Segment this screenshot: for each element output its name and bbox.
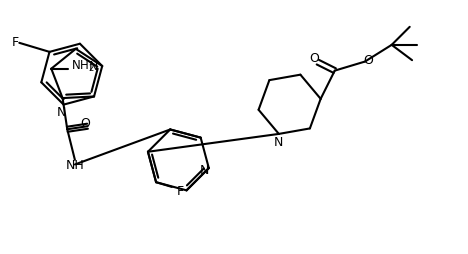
Text: O: O [310,52,320,66]
Text: F: F [12,36,19,49]
Text: O: O [80,117,90,130]
Text: NH$_2$: NH$_2$ [71,59,95,74]
Text: N: N [274,136,284,149]
Text: NH: NH [66,159,85,172]
Text: F: F [177,185,184,198]
Text: O: O [364,54,373,67]
Text: N: N [89,59,99,72]
Text: N: N [57,106,66,119]
Text: N: N [199,164,209,177]
